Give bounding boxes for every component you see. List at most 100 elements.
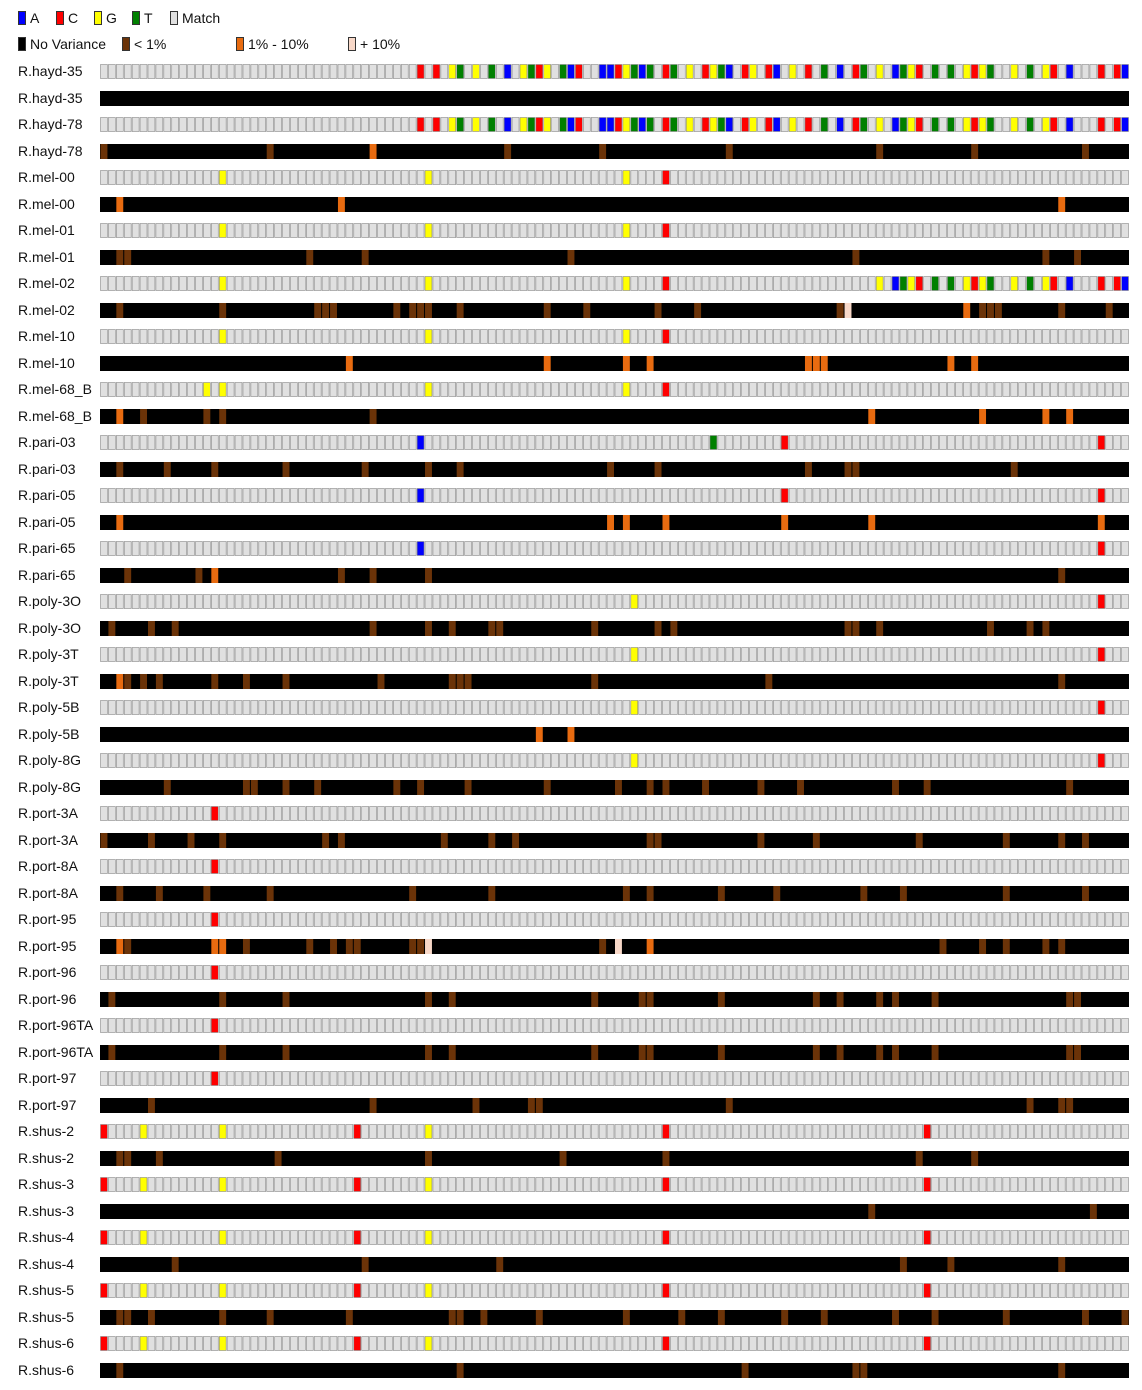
variance-mid-cell bbox=[804, 355, 812, 371]
match-cell bbox=[955, 912, 963, 927]
match-cell bbox=[1018, 859, 1026, 874]
no-variance-bar bbox=[100, 779, 1129, 795]
base-G-cell bbox=[424, 276, 433, 291]
match-cell bbox=[369, 700, 377, 715]
match-cell bbox=[780, 276, 789, 291]
match-cell bbox=[883, 435, 892, 450]
match-cell bbox=[369, 329, 377, 344]
match-cell bbox=[757, 223, 765, 238]
match-cell bbox=[432, 1124, 441, 1139]
match-cell bbox=[678, 912, 686, 927]
match-cell bbox=[480, 382, 488, 397]
match-cell bbox=[646, 276, 654, 291]
match-cell bbox=[131, 1177, 140, 1192]
match-cell bbox=[725, 382, 734, 397]
match-cell bbox=[108, 1283, 116, 1298]
match-cell bbox=[488, 276, 496, 291]
match-cell bbox=[1034, 276, 1042, 291]
match-cell bbox=[796, 806, 805, 821]
match-cell bbox=[1105, 806, 1113, 821]
base-G-cell bbox=[424, 329, 433, 344]
match-cell bbox=[559, 859, 567, 874]
match-cell bbox=[511, 753, 520, 768]
match-cell bbox=[535, 700, 544, 715]
match-cell bbox=[1010, 329, 1018, 344]
match-cell bbox=[1073, 329, 1082, 344]
match-cell bbox=[290, 1124, 298, 1139]
match-cell bbox=[891, 435, 900, 450]
base-C-cell bbox=[852, 117, 860, 132]
match-cell bbox=[757, 1177, 765, 1192]
match-cell bbox=[345, 170, 354, 185]
match-cell bbox=[844, 1071, 852, 1086]
match-cell bbox=[408, 382, 417, 397]
match-cell bbox=[796, 117, 805, 132]
match-cell bbox=[820, 435, 829, 450]
match-cell bbox=[337, 1124, 346, 1139]
track-svg bbox=[100, 117, 1129, 132]
match-cell bbox=[163, 965, 172, 980]
track-svg bbox=[100, 991, 1129, 1007]
match-cell bbox=[1113, 1177, 1121, 1192]
match-cell bbox=[804, 753, 813, 768]
variance-mid-cell bbox=[622, 355, 630, 371]
base-G-cell bbox=[907, 117, 916, 132]
sequence-track bbox=[100, 170, 1129, 185]
match-cell bbox=[773, 912, 781, 927]
match-cell bbox=[258, 170, 267, 185]
variance-low-cell bbox=[923, 779, 931, 795]
match-cell bbox=[765, 1283, 773, 1298]
match-cell bbox=[867, 223, 876, 238]
match-cell bbox=[757, 64, 765, 79]
match-cell bbox=[377, 700, 385, 715]
match-cell bbox=[488, 1124, 496, 1139]
match-cell bbox=[195, 541, 203, 556]
match-cell bbox=[1026, 753, 1034, 768]
sequence-track bbox=[100, 1071, 1129, 1086]
match-cell bbox=[678, 382, 686, 397]
match-cell bbox=[179, 64, 187, 79]
match-cell bbox=[116, 382, 124, 397]
match-cell bbox=[978, 1177, 987, 1192]
match-cell bbox=[630, 1336, 639, 1351]
base-G-cell bbox=[448, 64, 456, 79]
match-cell bbox=[171, 594, 179, 609]
match-cell bbox=[836, 806, 844, 821]
base-A-cell bbox=[503, 64, 512, 79]
match-cell bbox=[377, 276, 385, 291]
match-cell bbox=[1018, 382, 1026, 397]
no-variance-bar bbox=[100, 514, 1129, 530]
match-cell bbox=[717, 1283, 726, 1298]
match-cell bbox=[108, 1124, 116, 1139]
legend-swatch bbox=[18, 11, 26, 25]
match-cell bbox=[1057, 1230, 1066, 1245]
match-cell bbox=[630, 435, 639, 450]
match-cell bbox=[907, 700, 916, 715]
match-cell bbox=[203, 541, 211, 556]
variance-low-cell bbox=[844, 620, 852, 636]
match-cell bbox=[1050, 647, 1058, 662]
match-cell bbox=[519, 859, 528, 874]
match-cell bbox=[163, 753, 172, 768]
variance-low-cell bbox=[187, 832, 195, 848]
match-cell bbox=[203, 435, 211, 450]
match-cell bbox=[337, 1071, 346, 1086]
match-cell bbox=[828, 1283, 836, 1298]
match-cell bbox=[1105, 1071, 1113, 1086]
match-cell bbox=[306, 170, 314, 185]
match-cell bbox=[408, 64, 417, 79]
match-cell bbox=[440, 753, 449, 768]
match-cell bbox=[1018, 1177, 1026, 1192]
variance-low-cell bbox=[1058, 832, 1066, 848]
match-cell bbox=[218, 541, 227, 556]
match-cell bbox=[503, 435, 512, 450]
match-cell bbox=[812, 1283, 821, 1298]
match-cell bbox=[788, 912, 797, 927]
match-cell bbox=[947, 753, 955, 768]
match-cell bbox=[1018, 1018, 1026, 1033]
match-cell bbox=[179, 594, 187, 609]
match-cell bbox=[630, 223, 639, 238]
match-cell bbox=[139, 594, 148, 609]
match-cell bbox=[503, 1336, 512, 1351]
no-variance-bar bbox=[100, 302, 1129, 318]
